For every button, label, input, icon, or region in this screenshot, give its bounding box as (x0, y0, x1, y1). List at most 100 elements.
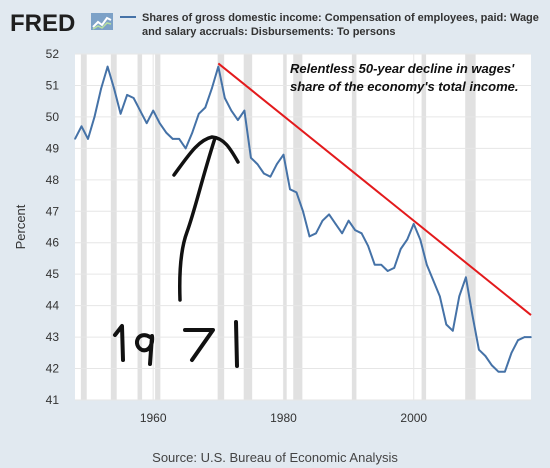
recession-band (465, 54, 476, 400)
data-point (452, 330, 454, 332)
data-point (171, 138, 174, 140)
data-point (289, 188, 291, 191)
data-point (386, 270, 389, 272)
data-point (211, 87, 213, 90)
data-point (315, 232, 317, 235)
data-point (432, 279, 435, 282)
data-point (158, 122, 161, 124)
data-point (139, 109, 141, 112)
data-point (119, 112, 122, 115)
recession-band (283, 54, 287, 400)
data-point (439, 295, 441, 298)
digit-9 (134, 333, 155, 366)
data-point (152, 109, 154, 112)
source-text: Source: U.S. Bureau of Economic Analysis (152, 450, 398, 465)
data-point (106, 65, 109, 68)
recession-band (421, 54, 427, 400)
recession-band (243, 54, 253, 400)
fred-chart-icon (91, 13, 113, 30)
data-point (360, 232, 363, 235)
y-tick-label: 41 (46, 393, 60, 407)
data-point (497, 370, 500, 373)
arrow-shaft (178, 136, 217, 302)
data-point (250, 157, 252, 159)
data-point (517, 339, 519, 342)
data-point (132, 97, 135, 99)
data-point (74, 138, 76, 140)
handwritten-1971 (113, 320, 239, 368)
data-point (334, 223, 337, 225)
plot-area (75, 54, 531, 400)
data-point (354, 229, 356, 231)
y-tick-label: 51 (46, 78, 60, 92)
data-point (276, 163, 278, 165)
data-point (178, 138, 181, 140)
y-tick-label: 44 (46, 299, 60, 313)
data-point (530, 336, 532, 338)
data-point (113, 87, 115, 90)
handwritten-arrow (172, 135, 240, 302)
x-tick-label: 1980 (270, 411, 297, 425)
y-tick-label: 46 (46, 236, 60, 250)
data-point (204, 106, 207, 109)
legend-line-1: Shares of gross domestic income: Compens… (142, 12, 539, 24)
recession-band (137, 54, 143, 400)
recession-band (217, 54, 225, 400)
y-tick-label: 50 (46, 110, 60, 124)
data-point (478, 348, 480, 351)
data-point (419, 238, 422, 241)
data-point (93, 116, 96, 118)
data-point (393, 267, 396, 269)
data-point (269, 175, 272, 178)
data-point (484, 355, 487, 357)
data-point (399, 248, 402, 250)
y-tick-label: 49 (46, 141, 60, 155)
data-point (184, 147, 187, 150)
data-point (445, 323, 448, 326)
digit-7 (183, 328, 215, 362)
x-tick-label: 1960 (140, 411, 167, 425)
annotation-line-2: share of the economy's total income. (290, 79, 518, 94)
y-tick-label: 45 (46, 267, 60, 281)
data-point (237, 119, 239, 121)
data-point (321, 219, 324, 222)
fred-logo-text: FRED (10, 10, 75, 37)
data-point (341, 232, 343, 235)
y-tick-label: 43 (46, 330, 60, 344)
data-point (471, 314, 474, 316)
fred-logo[interactable]: FRED (10, 10, 113, 37)
data-point (458, 295, 461, 298)
y-axis-ticks: 41 42 43 44 45 46 47 48 49 50 51 52 (46, 47, 60, 407)
data-point (100, 87, 102, 90)
recession-band (110, 54, 117, 400)
data-point (328, 213, 330, 216)
data-point (80, 125, 83, 128)
annotation-line-1: Relentless 50-year decline in wages' (290, 61, 515, 76)
data-point (380, 263, 382, 266)
data-point (224, 97, 226, 99)
y-tick-label: 42 (46, 362, 60, 376)
data-point (373, 263, 376, 266)
recession-band (80, 54, 87, 400)
y-tick-label: 52 (46, 47, 60, 61)
data-points (74, 65, 532, 373)
data-point (347, 219, 350, 222)
legend-line-2: and salary accruals: Disbursements: To p… (142, 26, 396, 38)
data-point (145, 122, 148, 124)
data-point (263, 172, 265, 175)
recession-band (155, 54, 161, 400)
data-point (217, 65, 220, 68)
data-point (282, 153, 285, 156)
data-point (295, 191, 298, 194)
digit-1a (113, 324, 125, 362)
data-point (367, 245, 369, 247)
data-point (510, 352, 513, 354)
data-point (87, 138, 89, 140)
data-point (465, 276, 467, 279)
data-point (191, 131, 194, 134)
data-point (425, 263, 428, 266)
data-point (126, 94, 128, 96)
data-point (302, 210, 304, 213)
data-point (165, 131, 167, 134)
y-tick-label: 47 (46, 204, 60, 218)
